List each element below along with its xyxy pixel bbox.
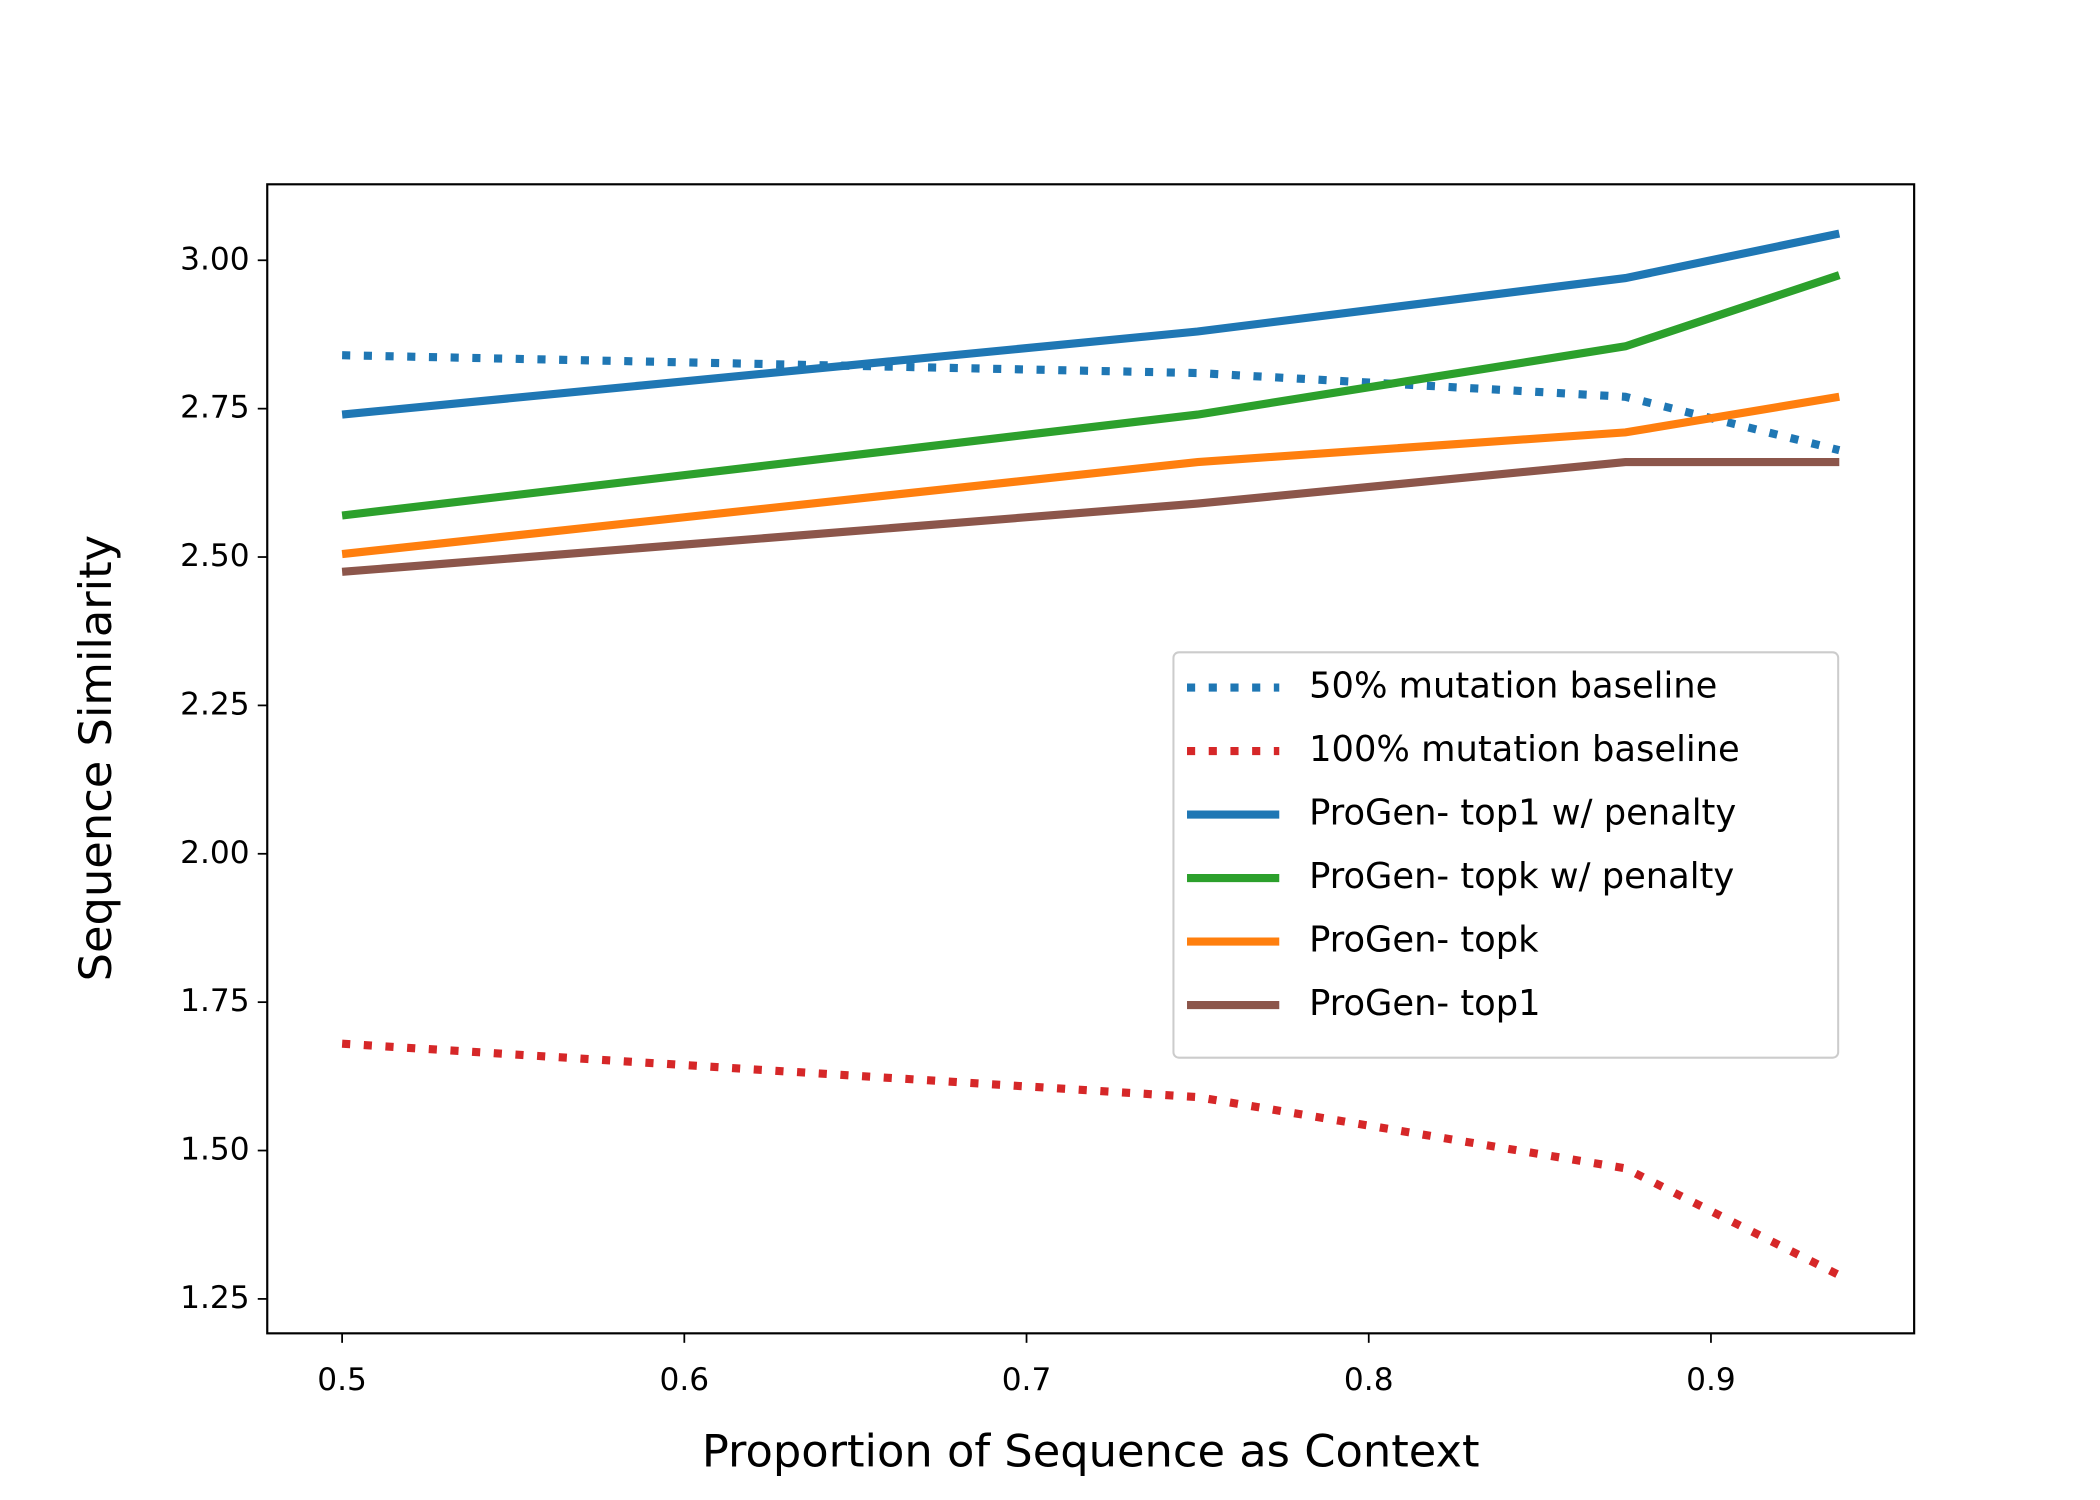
y-tick-label: 1.75 — [180, 983, 249, 1019]
y-tick-label: 1.25 — [180, 1280, 249, 1316]
series-line — [341, 229, 1841, 419]
series-line — [341, 392, 1840, 559]
series-line — [341, 457, 1840, 576]
legend-label: 100% mutation baseline — [1309, 729, 1740, 770]
x-tick-label: 0.6 — [660, 1362, 710, 1398]
series-line — [341, 271, 1841, 520]
y-tick-label: 3.00 — [180, 241, 249, 277]
x-tick-label: 0.7 — [1002, 1362, 1052, 1398]
legend-label: ProGen- topk w/ penalty — [1309, 856, 1734, 897]
plot-frame — [266, 183, 1916, 1335]
legend-label: ProGen- top1 — [1309, 983, 1540, 1024]
y-tick-label: 2.25 — [180, 686, 249, 722]
x-axis-label: Proportion of Sequence as Context — [702, 1424, 1480, 1477]
x-tick-label: 0.8 — [1344, 1362, 1394, 1398]
legend-label: ProGen- top1 w/ penalty — [1309, 793, 1736, 834]
y-tick-label: 2.50 — [180, 538, 249, 574]
legend-label: ProGen- topk — [1309, 920, 1539, 961]
y-tick-label: 1.50 — [180, 1132, 249, 1168]
y-tick-label: 2.00 — [180, 835, 249, 871]
x-tick-label: 0.9 — [1686, 1362, 1736, 1398]
y-tick-label: 2.75 — [180, 390, 249, 426]
y-axis-label: Sequence Similarity — [69, 535, 122, 982]
legend-box — [1172, 651, 1840, 1059]
series-line — [342, 351, 1841, 455]
legend-label: 50% mutation baseline — [1309, 666, 1717, 707]
x-tick-label: 0.5 — [317, 1362, 367, 1398]
